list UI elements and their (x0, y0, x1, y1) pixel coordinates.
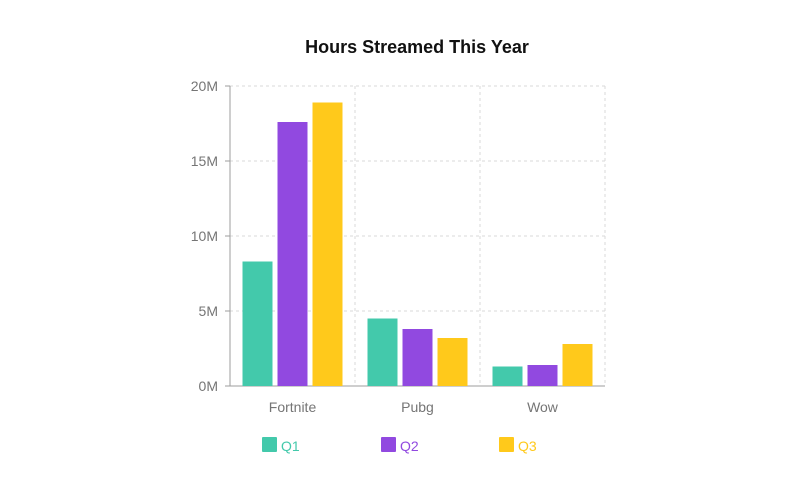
bar-q3-fortnite (312, 102, 343, 386)
y-tick-label: 15M (191, 153, 218, 169)
bar-q2-wow (527, 365, 558, 386)
bar-q2-pubg (402, 329, 433, 386)
legend-swatch (381, 437, 396, 452)
bar-q1-wow (492, 366, 523, 386)
y-tick-label: 10M (191, 228, 218, 244)
bar-q3-wow (562, 344, 593, 386)
legend-item-q3[interactable]: Q3 (499, 437, 537, 454)
legend-swatch (499, 437, 514, 452)
bars (242, 102, 593, 386)
legend-item-q1[interactable]: Q1 (262, 437, 300, 454)
y-tick-label: 0M (199, 378, 218, 394)
x-tick-label: Pubg (401, 399, 434, 415)
y-tick-label: 20M (191, 78, 218, 94)
bar-q1-fortnite (242, 261, 273, 386)
legend-swatch (262, 437, 277, 452)
legend-label: Q2 (400, 438, 419, 454)
x-tick-label: Fortnite (269, 399, 317, 415)
chart-title: Hours Streamed This Year (305, 37, 529, 57)
y-tick-label: 5M (199, 303, 218, 319)
bar-q1-pubg (367, 318, 398, 386)
legend-item-q2[interactable]: Q2 (381, 437, 419, 454)
legend[interactable]: Q1 Q2 Q3 (262, 437, 537, 454)
legend-label: Q3 (518, 438, 537, 454)
x-tick-label: Wow (527, 399, 559, 415)
tick-labels: 0M 5M 10M 15M 20M Fortnite Pubg Wow (191, 78, 559, 415)
bar-q3-pubg (437, 338, 468, 386)
legend-label: Q1 (281, 438, 300, 454)
bar-q2-fortnite (277, 122, 308, 386)
